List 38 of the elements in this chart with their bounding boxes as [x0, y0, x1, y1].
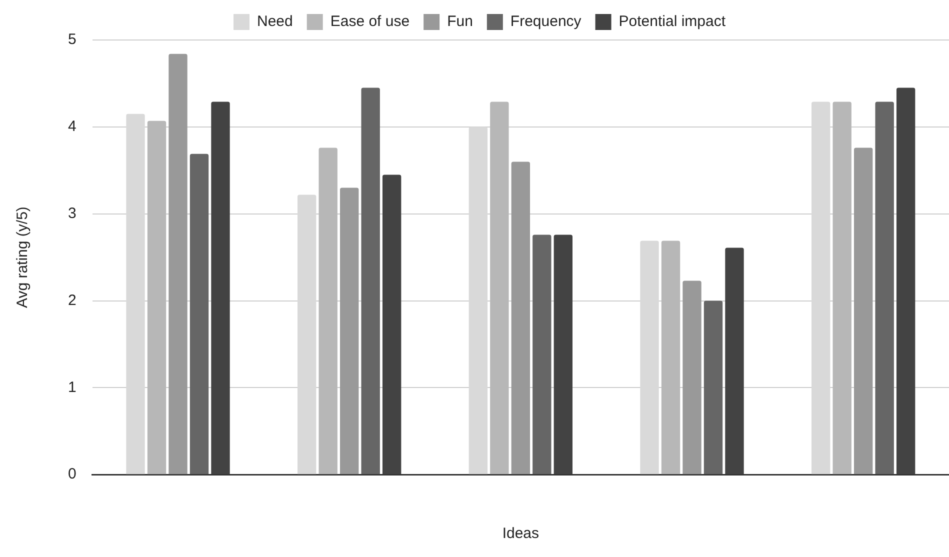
- bar: [532, 234, 552, 474]
- bar: [126, 114, 145, 474]
- y-tick-label: 3: [68, 204, 76, 222]
- x-axis-title: Ideas: [502, 525, 540, 542]
- y-tick-label: 0: [68, 466, 76, 483]
- bar: [490, 102, 509, 474]
- bar: [190, 154, 209, 474]
- legend-label: Need: [256, 13, 293, 30]
- bar: [854, 148, 873, 474]
- bar: [318, 148, 338, 474]
- bar: [554, 234, 573, 474]
- bar: [361, 88, 380, 474]
- bar: [640, 240, 659, 474]
- legend-label: Frequency: [510, 13, 582, 30]
- bar: [875, 102, 894, 474]
- bar: [511, 162, 530, 474]
- bar: [468, 126, 488, 474]
- y-axis-title: Avg rating (y/5): [14, 206, 32, 308]
- bar: [811, 102, 830, 474]
- bar: [147, 120, 166, 474]
- bar: [661, 240, 680, 474]
- bar: [168, 54, 188, 474]
- bar: [298, 194, 316, 474]
- bar: [832, 102, 852, 474]
- bar: [340, 188, 359, 474]
- bar: [382, 174, 402, 474]
- legend-label: Ease of use: [330, 13, 410, 30]
- y-tick-label: 5: [68, 31, 76, 48]
- y-tick-label: 4: [68, 118, 76, 136]
- legend-label: Potential impact: [618, 13, 726, 30]
- bar: [211, 102, 230, 474]
- bar: [725, 248, 744, 474]
- bar: [896, 88, 916, 474]
- y-tick-label: 1: [68, 378, 76, 396]
- bar: [704, 300, 723, 474]
- legend-label: Fun: [447, 13, 473, 30]
- y-tick-label: 2: [68, 292, 76, 309]
- bar: [682, 280, 702, 474]
